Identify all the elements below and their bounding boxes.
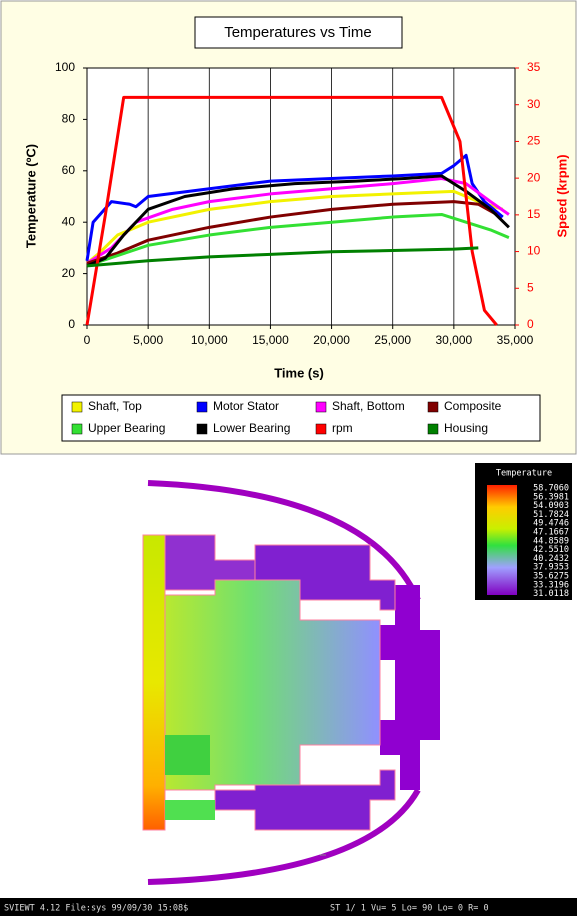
x-tick-label: 35,000 xyxy=(497,333,534,347)
legend-label: rpm xyxy=(332,421,353,435)
legend-swatch xyxy=(316,424,326,434)
screen: Temperatures vs Time 0 5,000 10,000 15,000 2… xyxy=(0,0,577,916)
status-text: ST 1/ 1 Vu= 5 Lo= 90 Lo= 0 R= 0 xyxy=(330,904,489,914)
fea-legend-label: 31.0118 xyxy=(533,589,569,599)
legend-swatch xyxy=(428,402,438,412)
legend-label: Motor Stator xyxy=(213,399,279,413)
legend-swatch xyxy=(197,424,207,434)
x-axis-title: Time (s) xyxy=(274,365,324,380)
y2-tick-label: 30 xyxy=(527,97,541,111)
y2-tick-label: 15 xyxy=(527,207,541,221)
y2-tick-label: 20 xyxy=(527,170,541,184)
x-tick-label: 0 xyxy=(84,333,91,347)
chart-title: Temperatures vs Time xyxy=(224,24,372,41)
x-tick-label: 25,000 xyxy=(374,333,411,347)
y-tick-label: 100 xyxy=(55,60,75,74)
legend-swatch xyxy=(72,424,82,434)
y-tick-label: 20 xyxy=(62,266,76,280)
status-text: SVIEWT 4.12 File:sys 99/09/30 15:08$ xyxy=(4,904,188,914)
x-tick-label: 30,000 xyxy=(436,333,473,347)
legend-label: Composite xyxy=(444,399,502,413)
legend-swatch xyxy=(197,402,207,412)
y2-tick-label: 25 xyxy=(527,134,541,148)
legend-swatch xyxy=(72,402,82,412)
legend-label: Lower Bearing xyxy=(213,421,290,435)
y2-axis-title: Speed (krpm) xyxy=(554,154,569,237)
legend-label: Shaft, Bottom xyxy=(332,399,405,413)
y-tick-label: 40 xyxy=(62,214,76,228)
y-axis-title: Temperature (ºC) xyxy=(23,144,38,248)
legend-swatch xyxy=(428,424,438,434)
y2-tick-label: 35 xyxy=(527,60,541,74)
x-tick-label: 15,000 xyxy=(252,333,289,347)
y-tick-label: 0 xyxy=(68,317,75,331)
fea-legend-title: Temperature xyxy=(496,469,552,479)
y-tick-label: 60 xyxy=(62,163,76,177)
fea-color-scale xyxy=(487,485,517,595)
x-tick-label: 5,000 xyxy=(133,333,163,347)
y2-tick-label: 10 xyxy=(527,244,541,258)
legend-swatch xyxy=(316,402,326,412)
legend-label: Housing xyxy=(444,421,488,435)
y-tick-label: 80 xyxy=(62,112,76,126)
legend-label: Upper Bearing xyxy=(88,421,165,435)
y2-tick-label: 5 xyxy=(527,280,534,294)
x-tick-label: 10,000 xyxy=(191,333,228,347)
x-tick-label: 20,000 xyxy=(313,333,350,347)
y2-tick-label: 0 xyxy=(527,317,534,331)
legend-label: Shaft, Top xyxy=(88,399,142,413)
